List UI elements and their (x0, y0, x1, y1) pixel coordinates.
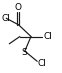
Text: Cl: Cl (38, 59, 46, 68)
Text: S: S (21, 48, 27, 57)
Text: Cl: Cl (1, 14, 10, 23)
Text: Cl: Cl (43, 32, 52, 41)
Text: O: O (15, 3, 22, 12)
